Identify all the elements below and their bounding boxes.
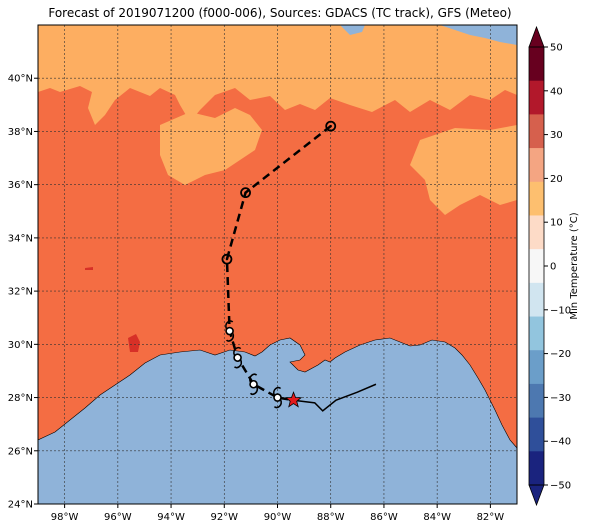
colorbar-band	[529, 181, 544, 216]
land-mild-region	[455, 70, 472, 82]
hurricane-icon	[249, 373, 259, 396]
colorbar-tick-label: 10	[550, 218, 563, 229]
colorbar-band	[529, 148, 544, 183]
x-tick-label: 90°W	[264, 512, 292, 523]
current-position-star	[284, 391, 303, 408]
map-area	[38, 25, 517, 504]
y-tick-label: 34°N	[8, 233, 33, 244]
track-symbols	[221, 120, 337, 409]
y-tick-label: 32°N	[8, 287, 33, 298]
land-mild-region	[160, 108, 262, 185]
ocean-north	[440, 25, 517, 45]
x-tick-label: 86°W	[370, 512, 398, 523]
colorbar-tick-label: −30	[550, 393, 571, 404]
x-axis: 98°W 96°W 94°W 92°W 90°W 88°W 86°W 84°W 82°W	[51, 504, 505, 523]
track-low-marker	[240, 187, 251, 199]
colorbar-tick-label: −50	[550, 481, 571, 492]
x-tick-label: 98°W	[51, 512, 79, 523]
colorbar-min-arrow	[528, 484, 545, 507]
track-low-center	[329, 124, 332, 128]
colorbar-tick-label: 50	[550, 43, 563, 54]
y-tick-label: 36°N	[8, 180, 33, 191]
y-tick-label: 26°N	[8, 446, 33, 457]
ocean-north	[340, 25, 365, 35]
colorbar-band	[529, 417, 544, 452]
forecast-track-line	[225, 125, 332, 402]
track-low-center	[244, 191, 247, 194]
colorbar-tick-label: 40	[550, 86, 563, 97]
hurricane-icon	[273, 386, 282, 409]
colorbar-band	[529, 47, 544, 82]
colorbar-band	[529, 114, 544, 149]
hurricane-icon	[225, 320, 235, 342]
colorbar: 50 40 30 20 10 0 −10 −20 −30 −40 −50	[528, 25, 571, 507]
past-track-line	[293, 383, 377, 412]
track-low-center	[225, 257, 229, 261]
y-axis: 40°N 38°N 36°N 34°N 32°N 30°N 28°N 26°N 24°N	[8, 74, 38, 511]
colorbar-tick-label: 30	[550, 130, 563, 141]
colorbar-tick-label: 0	[550, 262, 556, 273]
warm-patch	[85, 267, 93, 270]
colorbar-tick-label: 20	[550, 174, 563, 185]
colorbar-band	[529, 282, 544, 318]
track-low-marker	[221, 253, 233, 265]
colorbar-label: Min Temperature (°C)	[569, 212, 580, 319]
y-tick-label: 38°N	[8, 127, 33, 138]
colorbar-band	[529, 80, 544, 115]
colorbar-max-arrow	[528, 25, 545, 48]
x-tick-label: 88°W	[317, 512, 345, 523]
hurricane-icon	[233, 346, 243, 369]
x-tick-label: 94°W	[157, 512, 185, 523]
y-tick-label: 30°N	[8, 340, 33, 351]
map-title: Forecast of 2019071200 (f000-006), Sourc…	[48, 6, 512, 20]
x-tick-label: 84°W	[423, 512, 451, 523]
x-tick-label: 82°W	[477, 512, 505, 523]
colorbar-tick-label: −10	[550, 305, 571, 316]
y-tick-label: 28°N	[8, 393, 33, 404]
colorbar-band	[529, 249, 544, 284]
y-tick-label: 24°N	[8, 500, 33, 511]
colorbar-band	[529, 383, 544, 419]
x-tick-label: 92°W	[210, 512, 238, 523]
warm-patch	[128, 334, 140, 352]
land-mild-region	[410, 125, 517, 215]
colorbar-band	[529, 316, 544, 351]
track-low-marker	[325, 120, 337, 132]
y-tick-label: 40°N	[8, 74, 33, 85]
colorbar-tick-label: −20	[550, 349, 571, 360]
colorbar-tick-label: −40	[550, 437, 571, 448]
x-tick-label: 96°W	[104, 512, 132, 523]
colorbar-band	[529, 215, 544, 250]
colorbar-band	[529, 350, 544, 385]
colorbar-band	[529, 451, 544, 486]
